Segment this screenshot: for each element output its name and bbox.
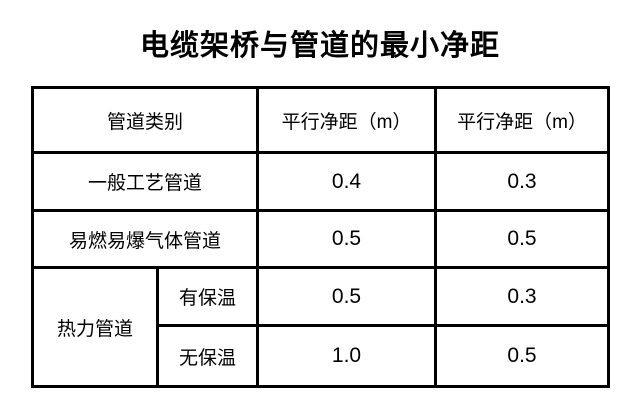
table-row-flammable-gas-pipeline: 易燃易爆气体管道 0.5 0.5 (30, 209, 611, 269)
table-row-thermal-uninsulated: 无保温 1.0 0.5 (33, 324, 611, 388)
cell-general-pipeline-parallel-1: 0.4 (256, 151, 438, 212)
clearance-table: 管道类别 平行净距（m） 平行净距（m） 一般工艺管道 0.4 0.3 易燃易爆… (30, 86, 611, 388)
cell-insulated-label: 有保温 (155, 266, 260, 327)
cell-flammable-pipeline-label: 易燃易爆气体管道 (30, 209, 260, 269)
cell-insulated-parallel-2: 0.3 (434, 266, 611, 327)
cell-thermal-pipeline-label: 热力管道 (31, 266, 159, 388)
cell-uninsulated-parallel-2: 0.5 (434, 324, 611, 388)
header-pipe-category: 管道类别 (30, 86, 260, 154)
cell-uninsulated-label: 无保温 (155, 324, 260, 388)
page-title: 电缆架桥与管道的最小净距 (139, 30, 500, 62)
cell-general-pipeline-parallel-2: 0.3 (434, 151, 611, 212)
table-row-general-pipeline: 一般工艺管道 0.4 0.3 (30, 151, 611, 212)
header-parallel-clearance-2: 平行净距（m） (434, 86, 611, 154)
cell-insulated-parallel-1: 0.5 (256, 266, 438, 327)
table-row-thermal-insulated: 热力管道 有保温 0.5 0.3 (31, 266, 611, 388)
cell-flammable-pipeline-parallel-2: 0.5 (434, 209, 611, 269)
table-header-row: 管道类别 平行净距（m） 平行净距（m） (30, 86, 611, 154)
thermal-pipeline-label-text: 热力管道 (56, 318, 133, 340)
header-parallel-clearance-1: 平行净距（m） (256, 86, 438, 154)
cell-general-pipeline-label: 一般工艺管道 (30, 151, 260, 212)
cell-uninsulated-parallel-1: 1.0 (256, 324, 438, 388)
cell-flammable-pipeline-parallel-1: 0.5 (256, 209, 438, 269)
